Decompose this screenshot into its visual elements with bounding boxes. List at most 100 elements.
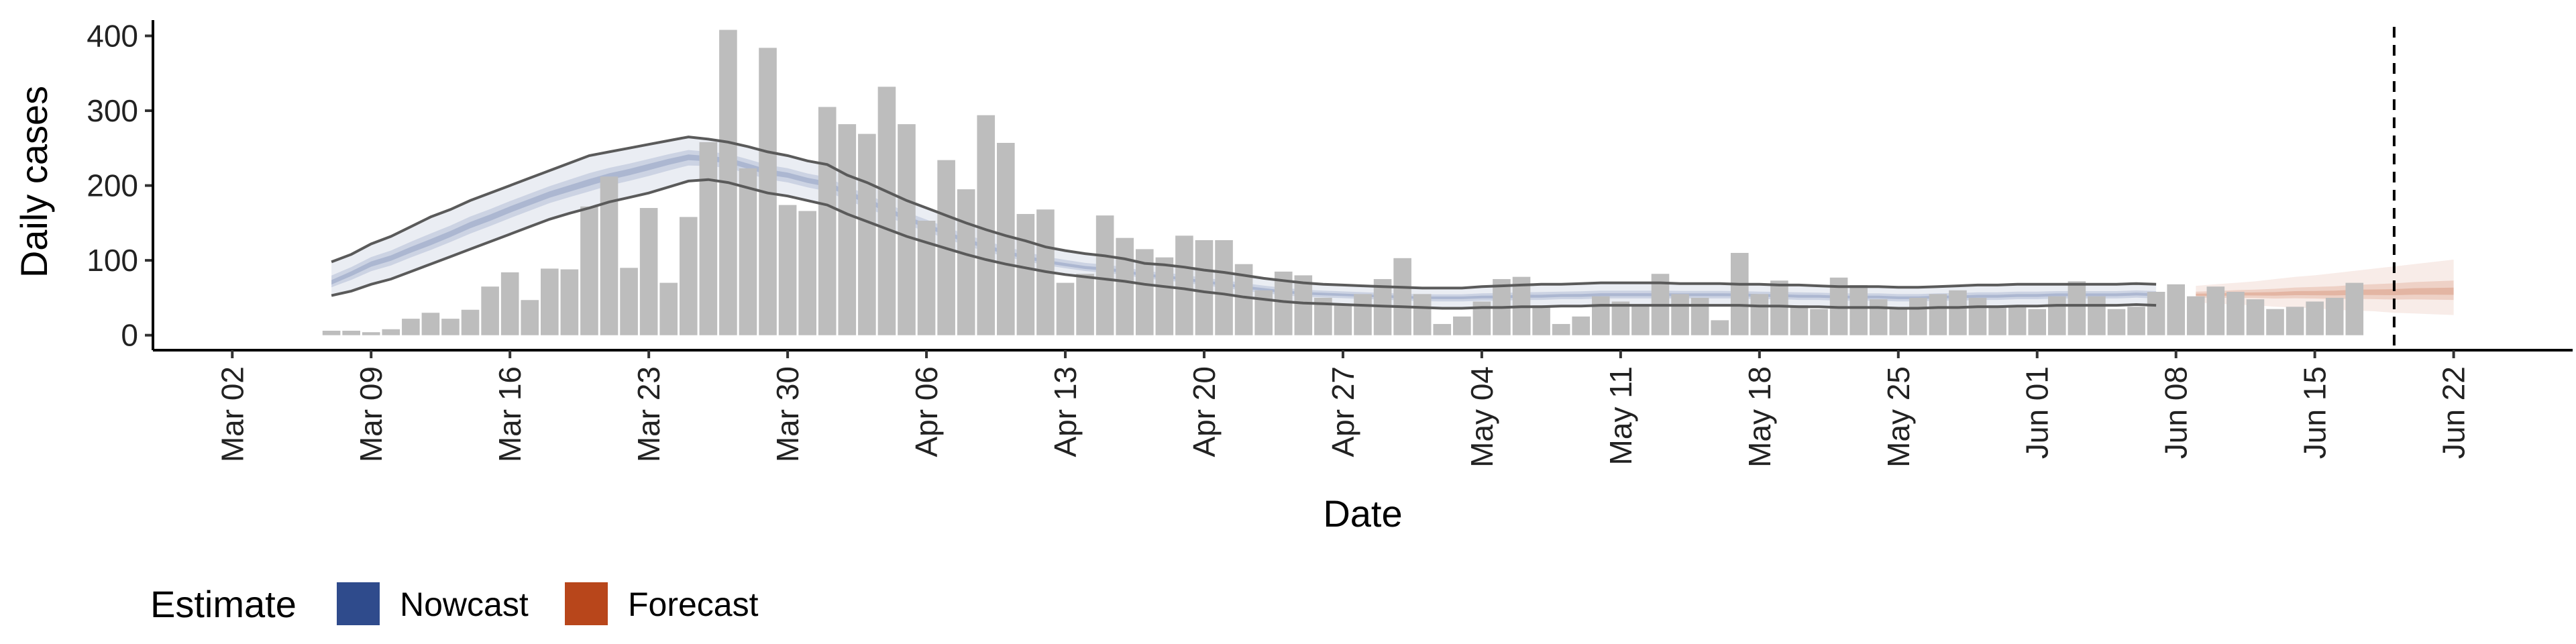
- bar: [1354, 294, 1372, 335]
- bar: [1730, 252, 1749, 335]
- bar: [1611, 301, 1630, 335]
- x-tick-label: Mar 09: [354, 366, 388, 462]
- bar: [877, 87, 896, 335]
- bar: [1413, 294, 1432, 335]
- bar: [1155, 257, 1174, 335]
- bar: [541, 268, 559, 335]
- bar: [639, 208, 658, 335]
- bar: [1988, 305, 2006, 335]
- x-tick-label: Apr 13: [1048, 366, 1083, 458]
- bar: [2226, 291, 2245, 335]
- bar: [1095, 215, 1114, 335]
- bar: [798, 211, 816, 335]
- bar: [1195, 240, 1214, 335]
- legend-title: Estimate: [150, 583, 297, 625]
- y-axis-ticks: 0 100 200 300 400: [87, 18, 153, 353]
- bar: [977, 115, 996, 335]
- nowcast-lower-line: [331, 178, 2157, 310]
- bar: [580, 206, 598, 335]
- bar: [699, 142, 718, 335]
- bar: [2008, 305, 2027, 335]
- bar: [1770, 280, 1788, 335]
- x-tick-label: Jun 15: [2298, 366, 2332, 459]
- x-tick-label: Jun 08: [2159, 366, 2194, 459]
- bar: [1949, 290, 1967, 335]
- bar: [1790, 305, 1809, 335]
- x-tick-label: Mar 30: [770, 366, 805, 462]
- bar: [1968, 297, 1987, 335]
- forecast-ribbon-20: [2196, 287, 2454, 297]
- bar: [441, 319, 460, 335]
- bar: [1532, 305, 1550, 335]
- bar: [997, 142, 1015, 335]
- x-tick-label: Mar 16: [492, 366, 527, 462]
- series-lines: [331, 136, 2157, 310]
- x-tick-label: Mar 02: [215, 366, 250, 462]
- bar: [2127, 307, 2145, 335]
- bar: [342, 330, 360, 335]
- bar: [322, 330, 341, 335]
- bar: [1116, 237, 1134, 335]
- legend-swatch-forecast: [565, 582, 608, 625]
- bar: [1056, 282, 1075, 335]
- y-tick-label: 0: [121, 318, 138, 353]
- x-tick-label: Mar 23: [631, 366, 666, 462]
- legend-label-nowcast: Nowcast: [400, 586, 529, 623]
- bar: [620, 268, 638, 335]
- x-tick-label: Apr 27: [1326, 366, 1360, 458]
- bar: [2186, 296, 2205, 335]
- bar: [1215, 240, 1233, 335]
- bar: [1889, 309, 1908, 335]
- bar: [858, 133, 876, 335]
- bar: [838, 124, 857, 335]
- bar: [1254, 290, 1273, 335]
- y-axis-title: Daily cases: [13, 86, 55, 278]
- bar: [2028, 309, 2047, 335]
- nowcast-upper-line: [331, 136, 2157, 290]
- bar: [1552, 323, 1570, 335]
- x-tick-label: Jun 01: [2020, 366, 2055, 459]
- bar: [2345, 282, 2364, 335]
- bar: [2068, 281, 2086, 335]
- bar: [1690, 297, 1709, 335]
- bar: [1869, 299, 1888, 335]
- legend-swatch-nowcast: [337, 582, 380, 625]
- x-tick-label: Jun 22: [2436, 366, 2471, 459]
- bar: [1909, 297, 1927, 335]
- bar: [1016, 213, 1035, 335]
- bar: [1631, 305, 1650, 335]
- bar: [898, 124, 916, 335]
- bar: [500, 272, 519, 335]
- bar: [1076, 274, 1094, 335]
- bar: [1591, 296, 1610, 335]
- bar: [2147, 291, 2165, 335]
- bar: [521, 300, 539, 335]
- bar: [2206, 286, 2225, 335]
- bar: [1572, 316, 1591, 335]
- bar: [917, 221, 936, 335]
- bar: [957, 189, 975, 335]
- y-tick-label: 300: [87, 93, 138, 128]
- bar: [461, 309, 480, 335]
- bar: [2246, 299, 2265, 335]
- bar: [1453, 316, 1471, 335]
- y-tick-label: 400: [87, 18, 138, 53]
- bar: [1175, 235, 1193, 335]
- bar: [362, 332, 380, 335]
- bar: [2325, 297, 2344, 335]
- legend: Estimate Nowcast Forecast: [150, 582, 759, 625]
- bar: [818, 107, 837, 335]
- bar: [382, 329, 400, 335]
- x-axis-title: Date: [1323, 492, 1402, 535]
- bar: [560, 269, 579, 335]
- bar: [1294, 275, 1313, 335]
- bar: [2107, 309, 2126, 335]
- y-tick-label: 100: [87, 243, 138, 278]
- y-tick-label: 200: [87, 168, 138, 203]
- bar: [2306, 301, 2324, 335]
- bar: [2047, 296, 2066, 335]
- bar: [739, 168, 757, 335]
- x-tick-label: Apr 20: [1187, 366, 1222, 458]
- bar: [778, 205, 797, 335]
